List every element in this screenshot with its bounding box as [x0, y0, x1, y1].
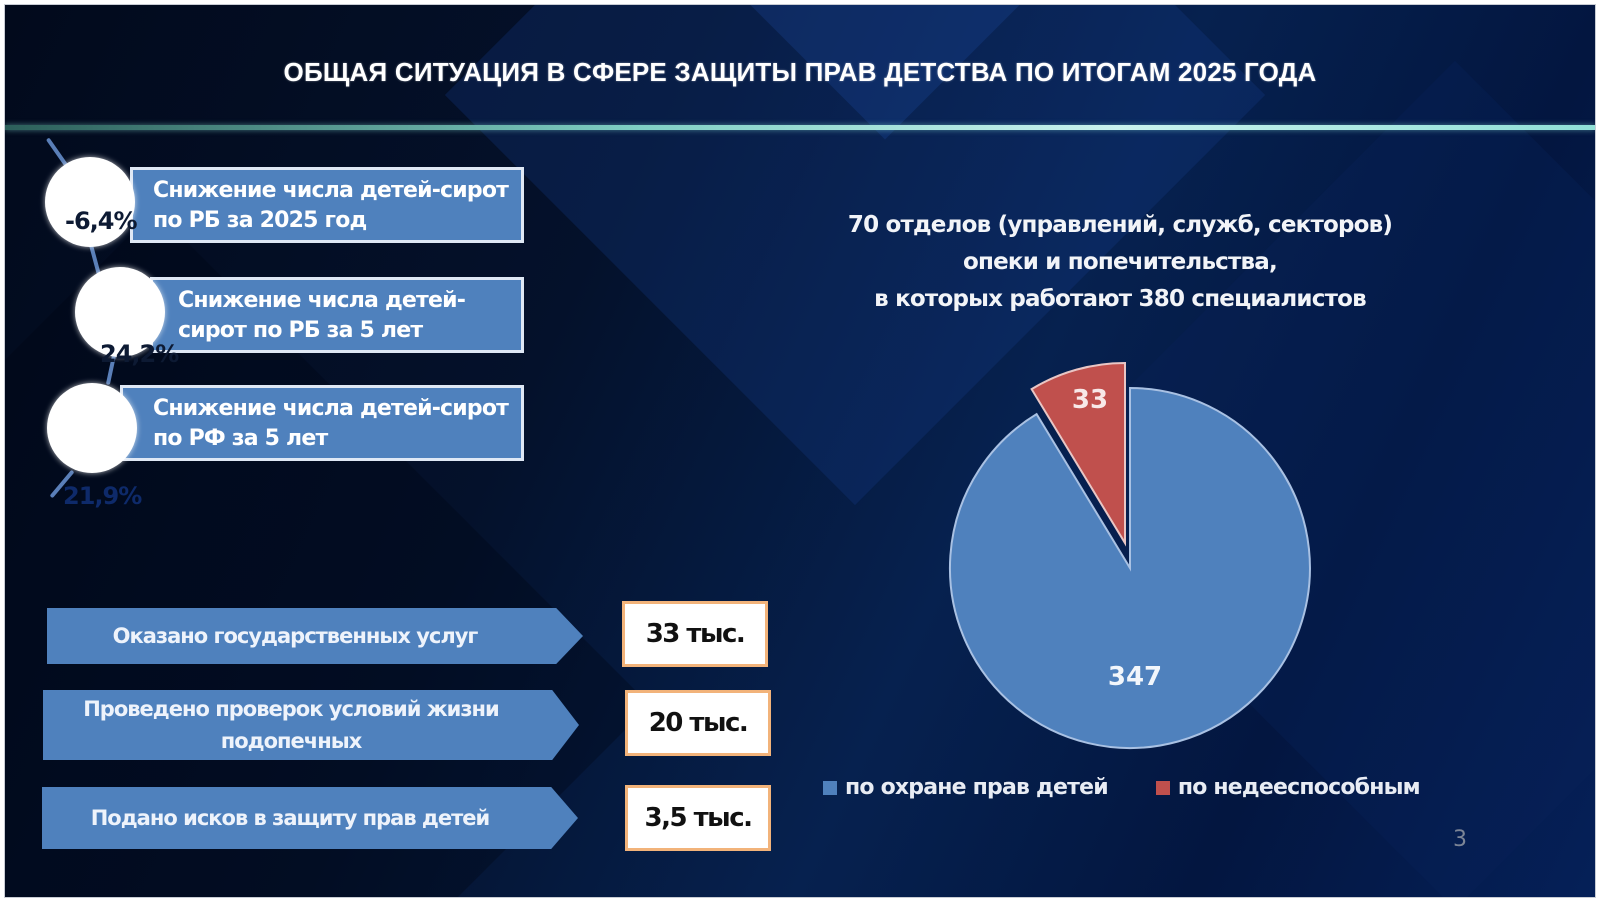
stat-card-2: Снижение числа детей- сирот по РБ за 5 л… — [150, 277, 524, 353]
metric-value: 3,5 тыс. — [644, 803, 753, 833]
caption-line3: в которых работают 380 специалистов — [874, 286, 1367, 312]
chart-legend: по охране прав детей по недееспособным — [823, 775, 1421, 800]
pie-chart: 33 347 — [949, 361, 1311, 749]
legend-swatch-blue — [823, 780, 837, 795]
metric-label: Подано исков в защиту прав детей — [90, 806, 491, 830]
stat-label-line2: сирот по РБ за 5 лет — [178, 318, 423, 343]
stat-circle-1 — [45, 157, 135, 247]
stat-label-line2: по РБ за 2025 год — [153, 208, 367, 233]
pie-label-incapacitated: 33 — [1072, 385, 1108, 415]
caption-line1: 70 отделов (управлений, служб, секторов) — [847, 212, 1393, 238]
stat-circle-3 — [47, 383, 137, 473]
stat-card-3: Снижение числа детей-сирот по РФ за 5 ле… — [120, 385, 524, 461]
legend-label: по охране прав детей — [845, 775, 1109, 800]
slide-title: ОБЩАЯ СИТУАЦИЯ В СФЕРЕ ЗАЩИТЫ ПРАВ ДЕТСТ… — [283, 57, 1317, 87]
legend-item-children-rights: по охране прав детей — [823, 775, 1109, 800]
page-number: 3 — [1453, 827, 1467, 852]
stat-value-3: 21,9% — [63, 482, 142, 510]
stat-circle-2 — [75, 267, 165, 357]
stat-value-1: -6,4% — [65, 207, 138, 235]
legend-label: по недееспособным — [1177, 775, 1421, 800]
metric-arrow-1: Оказано государственных услуг — [47, 608, 583, 664]
metric-value: 33 тыс. — [645, 619, 746, 649]
stat-label-line1: Снижение числа детей- — [178, 288, 466, 313]
stat-card-1: Снижение числа детей-сирот по РБ за 2025… — [130, 167, 524, 243]
stat-label-line2: по РФ за 5 лет — [153, 426, 328, 451]
slide: ОБЩАЯ СИТУАЦИЯ В СФЕРЕ ЗАЩИТЫ ПРАВ ДЕТСТ… — [5, 5, 1595, 897]
metric-value-box-1: 33 тыс. — [622, 601, 768, 667]
pie-label-children-rights: 347 — [1108, 662, 1162, 692]
metric-label: Оказано государственных услуг — [112, 624, 479, 648]
stat-label-line1: Снижение числа детей-сирот — [153, 396, 509, 421]
metric-value: 20 тыс. — [648, 708, 749, 738]
legend-swatch-red — [1155, 780, 1170, 795]
caption-line2: опеки и попечительства, — [963, 249, 1278, 275]
pie-slice-children-rights — [949, 386, 1311, 749]
stat-label-line1: Снижение числа детей-сирот — [153, 178, 509, 203]
chart-caption: 70 отделов (управлений, служб, секторов)… — [825, 207, 1415, 318]
legend-item-incapacitated: по недееспособным — [1155, 775, 1421, 800]
metric-arrow-3: Подано исков в защиту прав детей — [42, 787, 578, 849]
metric-value-box-2: 20 тыс. — [625, 690, 771, 756]
stat-value-2: 24,2% — [100, 340, 179, 368]
pie-slice-incapacitated — [1030, 361, 1126, 547]
metric-arrow-2: Проведено проверок условий жизни подопеч… — [43, 690, 579, 760]
metric-value-box-3: 3,5 тыс. — [625, 785, 771, 851]
metric-label: Проведено проверок условий жизни подопеч… — [83, 697, 500, 753]
title-divider — [5, 125, 1595, 130]
